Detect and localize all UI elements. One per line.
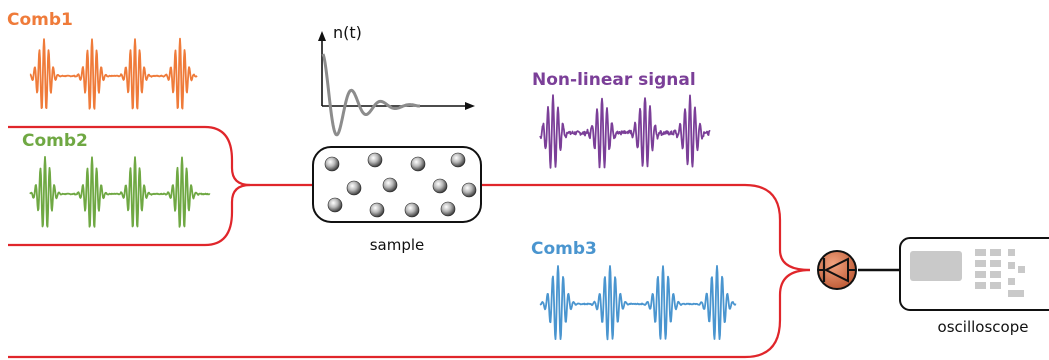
wave-nl-trace [539,94,711,169]
fiber-comb1-branch [8,125,318,187]
particle-3 [410,156,426,172]
comb1-label: Comb1 [7,10,73,30]
sample-label: sample [370,236,425,254]
nt-decay-curve [321,53,420,137]
wave-comb1-trace [29,37,198,110]
sample-cell: sample [312,146,482,254]
nonlinear-signal-label: Non-linear signal [532,70,696,90]
nt-decay-plot: n(t) [318,23,475,137]
nonlinear-signal-waveform [539,94,711,169]
photodiode-detector [817,250,900,290]
wave-comb3-trace [539,265,737,341]
particle-5 [346,180,362,196]
particle-4 [450,152,466,168]
oscilloscope-screen [910,251,962,281]
comb1-waveform [29,37,198,110]
fiber-lines [8,125,811,359]
particle-7 [432,178,448,194]
sample-particles [324,152,477,218]
particle-9 [327,197,343,213]
oscilloscope-icon: oscilloscope [899,237,1049,336]
particle-10 [369,202,385,218]
fiber-comb2-branch [8,183,251,247]
particle-8 [461,182,477,198]
oscilloscope-label: oscilloscope [938,318,1029,336]
particle-11 [404,202,420,218]
particle-12 [440,201,456,217]
fiber-comb3 [8,268,811,359]
nt-y-arrow [318,31,326,41]
wave-comb2-trace [29,156,211,228]
nt-axis-label: n(t) [333,23,362,42]
particle-2 [367,152,383,168]
particle-6 [382,177,398,193]
nt-x-arrow [465,102,475,110]
comb3-label: Comb3 [531,239,597,259]
fiber-sample-to-detector [478,183,811,272]
comb2-waveform [29,156,211,228]
comb3-waveform [539,265,737,341]
oscilloscope-buttons [975,249,1025,297]
comb2-label: Comb2 [22,131,88,151]
particle-1 [324,156,340,172]
